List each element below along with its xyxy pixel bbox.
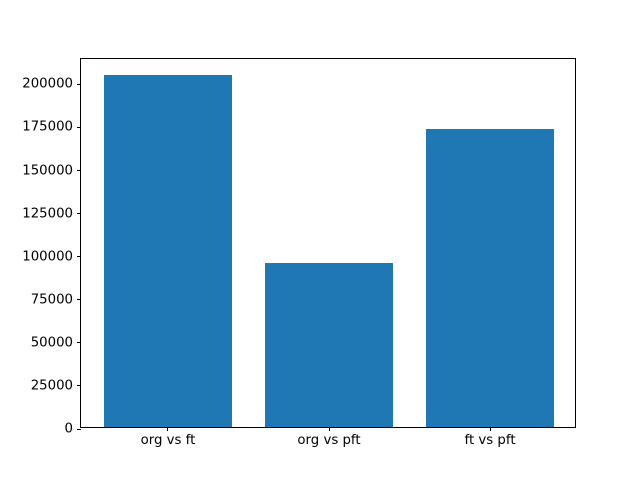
y-tick-label: 150000: [22, 162, 73, 178]
y-tick-mark: [77, 126, 81, 128]
y-tick-label: 175000: [22, 119, 73, 135]
bar-org-vs-ft: [103, 74, 233, 427]
y-tick-mark: [77, 385, 81, 387]
y-tick-mark: [77, 342, 81, 344]
bar-ft-vs-pft: [425, 128, 555, 427]
x-tick-mark: [328, 427, 330, 431]
y-tick-mark: [77, 256, 81, 258]
x-tick-mark: [489, 427, 491, 431]
plot-area: 0 25000 50000 75000 100000 125000 150000 175000…: [22, 58, 576, 447]
y-tick-mark: [77, 213, 81, 215]
y-tick-mark: [77, 299, 81, 301]
y-tick-label: 50000: [30, 335, 73, 351]
y-tick-label: 125000: [22, 205, 73, 221]
x-tick-label: org vs ft: [140, 433, 196, 448]
x-tick-mark: [167, 427, 169, 431]
bar-org-vs-pft: [264, 263, 394, 427]
y-tick-mark: [77, 83, 81, 85]
y-tick-mark: [77, 428, 81, 430]
y-tick-label: 200000: [22, 76, 73, 92]
y-tick-label: 25000: [30, 378, 73, 394]
x-tick-label: org vs pft: [297, 433, 361, 448]
y-tick-mark: [77, 170, 81, 172]
y-tick-label: 100000: [22, 249, 73, 265]
x-tick-label: ft vs pft: [464, 433, 516, 448]
y-tick-label: 75000: [30, 292, 73, 308]
y-tick-label: 0: [64, 421, 73, 437]
